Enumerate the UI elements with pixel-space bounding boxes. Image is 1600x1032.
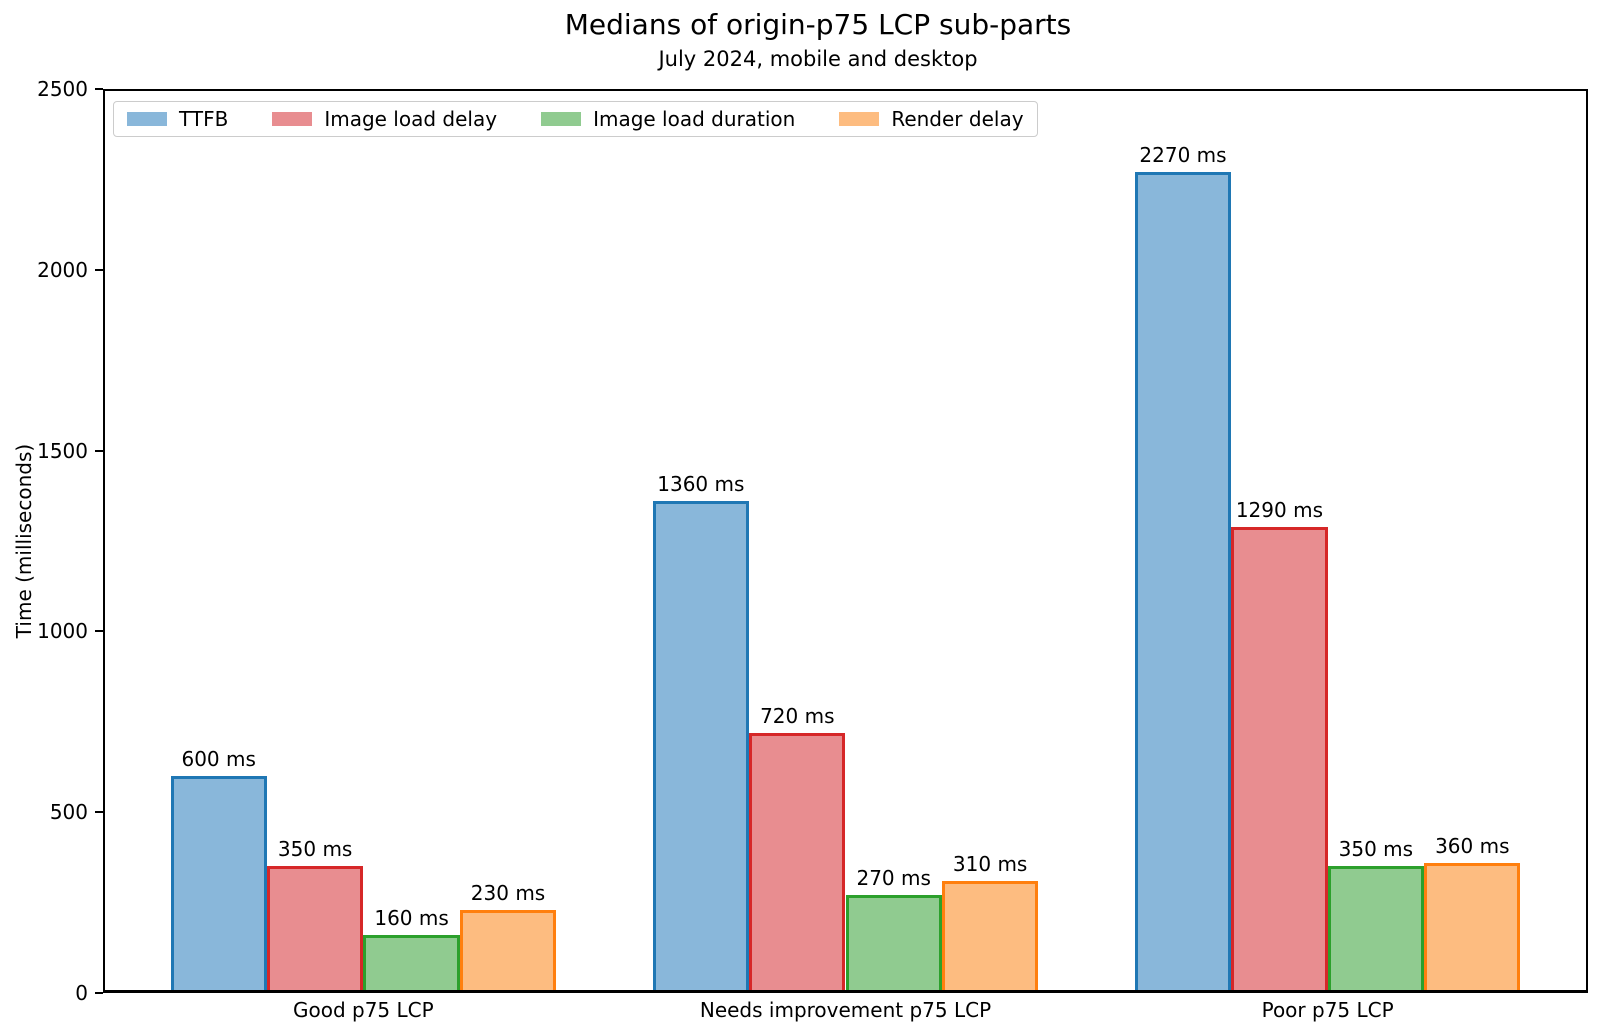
bar — [652, 501, 750, 993]
bar — [170, 776, 267, 993]
bar — [363, 935, 460, 993]
x-category-label: Needs improvement p75 LCP — [699, 998, 992, 1022]
bar-value-label: 230 ms — [470, 880, 546, 905]
bar — [1327, 866, 1425, 993]
bar-value-label: 360 ms — [1435, 833, 1510, 858]
bar-value-label: 1290 ms — [1235, 497, 1324, 522]
bar-value-label: 720 ms — [760, 703, 835, 728]
bar — [941, 880, 1039, 993]
legend-item: Image load duration — [541, 107, 795, 131]
y-axis-label: Time (milliseconds) — [12, 443, 36, 639]
y-tick-mark — [95, 630, 103, 633]
y-tick-label: 0 — [75, 981, 88, 1005]
bar-value-label: 350 ms — [277, 837, 353, 862]
legend-swatch — [839, 112, 880, 126]
bar — [1231, 526, 1328, 993]
legend-label: TTFB — [179, 107, 229, 131]
bar-value-label: 270 ms — [856, 866, 931, 891]
y-tick-mark — [95, 449, 103, 452]
bar-value-label: 310 ms — [952, 851, 1028, 876]
y-tick-label: 2500 — [37, 77, 88, 101]
bar — [749, 732, 846, 993]
bar — [1424, 862, 1521, 993]
legend-item: Image load delay — [272, 107, 497, 131]
legend-item: Render delay — [839, 107, 1024, 131]
bar-value-label: 2270 ms — [1139, 143, 1227, 168]
legend-item: TTFB — [127, 107, 228, 131]
legend-label: Image load delay — [324, 107, 498, 131]
legend: TTFB Image load delay Image load duration R… — [113, 101, 1038, 137]
chart-title: Medians of origin-p75 LCP sub-parts — [564, 8, 1072, 41]
x-category-label: Good p75 LCP — [292, 998, 434, 1022]
y-tick-mark — [95, 88, 103, 90]
bar-value-label: 350 ms — [1338, 837, 1414, 862]
y-tick-mark — [95, 992, 103, 994]
y-tick-label: 2000 — [37, 257, 88, 282]
chart-subtitle: July 2024, mobile and desktop — [658, 47, 978, 71]
x-category-label: Poor p75 LCP — [1261, 998, 1394, 1022]
bar-value-label: 160 ms — [374, 906, 449, 931]
y-tick-label: 1000 — [37, 619, 88, 644]
legend-swatch — [272, 112, 313, 126]
plot-area: TTFB Image load delay Image load duration R… — [103, 89, 1588, 993]
legend-swatch — [127, 112, 167, 126]
y-tick-mark — [95, 811, 103, 814]
bar — [1134, 172, 1232, 993]
legend-label: Image load duration — [593, 107, 796, 131]
bar-value-label: 1360 ms — [657, 472, 745, 497]
legend-swatch — [541, 112, 582, 126]
legend-label: Render delay — [891, 107, 1024, 131]
bar-value-label: 600 ms — [181, 747, 256, 772]
y-tick-label: 1500 — [37, 438, 88, 463]
bar — [845, 895, 942, 993]
bar — [266, 866, 364, 993]
y-tick-mark — [95, 268, 103, 271]
bar — [459, 909, 557, 993]
y-tick-label: 500 — [49, 800, 88, 825]
